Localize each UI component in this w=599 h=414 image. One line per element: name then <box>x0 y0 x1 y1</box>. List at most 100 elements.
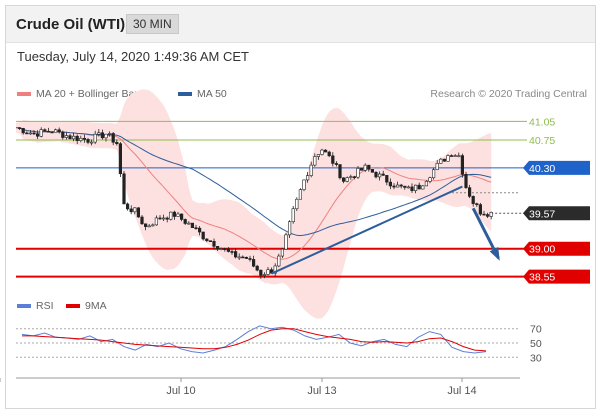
candle-body <box>327 151 331 157</box>
candle-body <box>234 251 238 258</box>
candle-body <box>273 265 277 274</box>
candle-body <box>313 156 317 166</box>
level-label-text: 38.55 <box>529 272 555 284</box>
timeframe-button[interactable]: 30 MIN <box>126 14 179 34</box>
candle-body <box>388 181 393 187</box>
legend-ma50: MA 50 <box>178 88 227 100</box>
level-label-bg <box>523 241 590 256</box>
candle-body <box>381 173 385 176</box>
candle-body <box>187 222 191 225</box>
candle-body <box>475 203 479 205</box>
candle-body <box>176 213 180 217</box>
candle-body <box>252 259 256 267</box>
candle-body <box>449 155 454 157</box>
candle-body <box>295 198 299 210</box>
candle-body <box>410 186 414 191</box>
candle-body <box>226 248 231 252</box>
candle-body <box>241 256 245 259</box>
rsi-level-label: 30 <box>530 352 542 364</box>
legend-9ma: 9MA <box>66 300 107 312</box>
candle-body <box>482 213 486 216</box>
candle-body <box>68 135 72 140</box>
candle-body <box>352 176 357 178</box>
level-label-text: 40.75 <box>529 135 555 147</box>
candle-body <box>46 130 50 133</box>
candle-body <box>140 216 144 225</box>
legend-bollinger-label: MA 20 + Bollinger Bands <box>36 88 152 100</box>
level-label-resistance: 41.05 <box>529 116 555 128</box>
candle-body <box>302 179 306 190</box>
legend-9ma-label: 9MA <box>85 300 107 312</box>
candle-body <box>154 217 159 226</box>
candle-body <box>147 225 151 228</box>
candle-body <box>237 256 241 259</box>
candle-body <box>367 164 371 170</box>
candle-body <box>25 132 29 135</box>
candle-body <box>320 149 324 155</box>
candle-body <box>198 227 202 233</box>
candle-body <box>144 223 148 227</box>
candle-body <box>57 129 61 133</box>
candle-body <box>377 173 382 178</box>
level-label-text: 41.05 <box>529 116 555 128</box>
candle-body <box>284 234 288 250</box>
candle-body <box>108 133 112 135</box>
candle-body <box>32 132 36 135</box>
candle-body <box>133 207 137 213</box>
level-label-resistance: 40.75 <box>529 135 555 147</box>
candle-body <box>395 184 400 188</box>
level-label-pivot: 40.30 <box>523 160 590 175</box>
candle-body <box>21 128 25 134</box>
candle-body <box>478 204 483 215</box>
chart-header: Crude Oil (WTI) 30 MIN <box>6 6 595 43</box>
candle-body <box>442 158 447 162</box>
candle-body <box>111 133 115 143</box>
level-label-bg <box>523 269 590 284</box>
candle-body <box>64 135 68 138</box>
candle-body <box>435 163 439 171</box>
candle-body <box>194 227 198 229</box>
candle-body <box>165 217 169 220</box>
legend-rsi: RSI <box>17 300 54 312</box>
candle-body <box>172 211 177 217</box>
candle-body <box>43 129 47 132</box>
candle-body <box>266 269 270 275</box>
candle-body <box>287 221 292 236</box>
rsi-line <box>21 325 487 354</box>
candle-body <box>17 127 22 129</box>
candle-body <box>467 187 472 197</box>
candle-body <box>35 133 40 137</box>
rsi-level-label: 70 <box>530 324 542 336</box>
candle-body <box>169 211 173 220</box>
candle-body <box>453 155 457 157</box>
candle-body <box>316 154 321 157</box>
candle-body <box>349 176 353 178</box>
candle-body <box>79 137 83 141</box>
legend-bollinger: MA 20 + Bollinger Bands <box>17 88 151 100</box>
candle-body <box>28 132 33 135</box>
candle-body <box>428 177 432 182</box>
candle-body <box>485 214 490 217</box>
candle-body <box>446 155 450 162</box>
candle-body <box>359 168 364 171</box>
candle-body <box>309 164 313 176</box>
candle-body <box>212 241 216 247</box>
forecast-arrow-head <box>489 247 500 261</box>
candle-body <box>39 129 43 137</box>
candle-body <box>421 185 425 190</box>
legend-rsi-label: RSI <box>36 300 54 312</box>
rsi-swatch <box>17 304 31 308</box>
candle-body <box>431 169 436 179</box>
candle-body <box>280 248 285 257</box>
level-label-last: 39.57 <box>523 206 590 221</box>
candle-body <box>53 129 58 133</box>
candle-body <box>345 177 349 182</box>
candle-body <box>216 246 220 250</box>
candle-body <box>424 181 429 187</box>
candle-body <box>230 251 234 253</box>
timestamp: Tuesday, July 14, 2020 1:49:36 AM CET <box>17 49 249 64</box>
candle-body <box>291 208 295 223</box>
candle-body <box>262 274 267 276</box>
candle-body <box>277 255 281 267</box>
